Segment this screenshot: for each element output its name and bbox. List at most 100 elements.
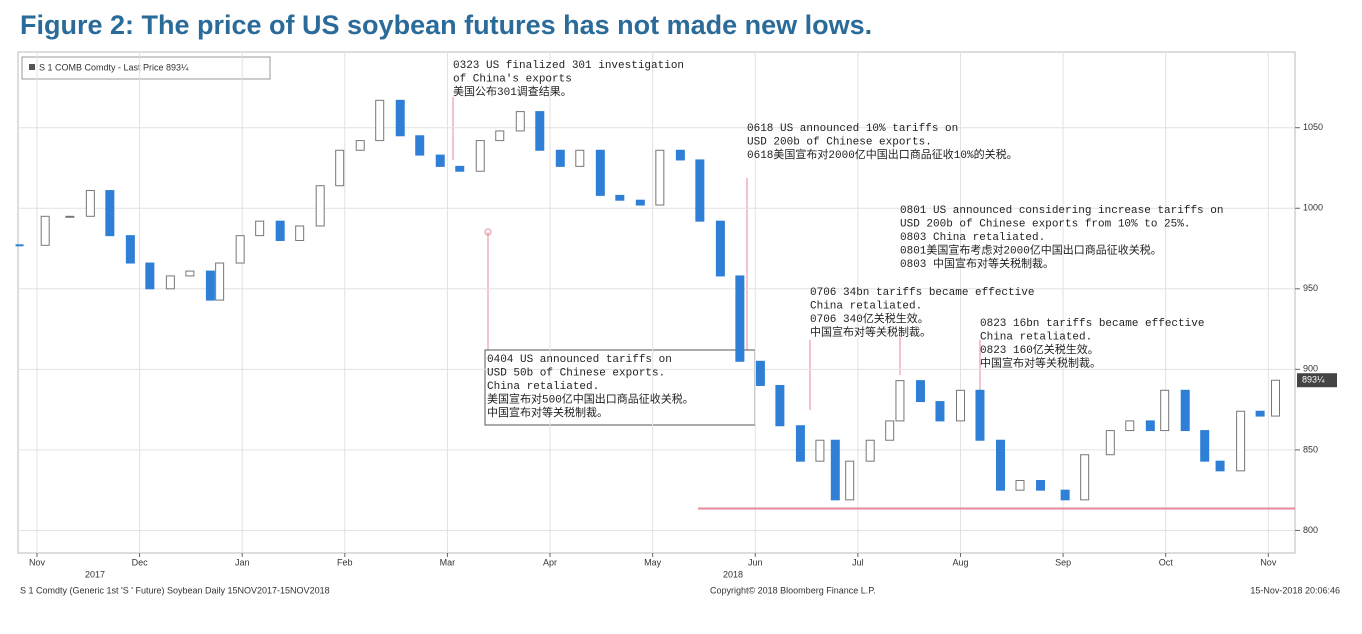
candle	[455, 165, 465, 172]
candle	[165, 275, 175, 290]
x-tick-label: Jan	[235, 557, 250, 567]
candle	[575, 149, 585, 167]
candle	[275, 220, 285, 241]
candle	[935, 401, 945, 422]
candle	[830, 439, 840, 501]
candle	[215, 262, 225, 301]
candle	[695, 159, 705, 222]
x-tick-label: May	[644, 557, 662, 567]
candle	[915, 380, 925, 403]
candle	[515, 111, 525, 132]
x-tick-label: Dec	[132, 557, 149, 567]
x-tick-label: Oct	[1159, 557, 1174, 567]
candle	[735, 275, 745, 362]
annotation: 美国宣布对500亿中国出口商品征收关税。	[487, 391, 694, 406]
legend-swatch	[29, 64, 35, 70]
annotation: 0706 34bn tariffs became effective	[810, 287, 1034, 299]
footer-center: Copyright© 2018 Bloomberg Finance L.P.	[710, 585, 876, 595]
candle	[40, 215, 50, 246]
candle	[205, 270, 215, 301]
annotation: USD 200b of Chinese exports from 10% to …	[900, 218, 1190, 230]
candle	[1125, 420, 1135, 432]
last-price-label: 893¼	[1302, 375, 1325, 385]
candle	[885, 420, 895, 441]
candle	[955, 389, 965, 422]
x-tick-label: Feb	[337, 557, 353, 567]
candle	[755, 360, 765, 386]
annotation: 中国宣布对等关税制裁。	[810, 324, 931, 339]
annotation: 0618美国宣布对2000亿中国出口商品征收10%的关税。	[747, 147, 1018, 162]
annotation: 中国宣布对等关税制裁。	[487, 405, 608, 420]
candle	[105, 190, 115, 237]
candle	[495, 130, 505, 142]
y-tick-label: 950	[1303, 283, 1318, 293]
annotation: 0801 US announced considering increase t…	[900, 205, 1223, 217]
candle	[415, 135, 425, 156]
chart-title: Figure 2: The price of US soybean future…	[20, 10, 872, 40]
candle	[975, 389, 985, 441]
candle	[295, 225, 305, 241]
candle	[435, 154, 445, 167]
candle	[1160, 389, 1170, 432]
candle	[1200, 430, 1210, 462]
candle	[555, 149, 565, 167]
candle	[635, 199, 645, 206]
candle	[1060, 489, 1070, 501]
y-tick-label: 1050	[1303, 122, 1323, 132]
annotation: 0404 US announced tariffs on	[487, 354, 672, 366]
candle	[355, 140, 365, 151]
annotation: 0803 China retaliated.	[900, 232, 1045, 244]
candle	[395, 99, 405, 137]
x-tick-label: Apr	[543, 557, 557, 567]
annotation: 美国公布301调查结果。	[453, 84, 572, 99]
candle	[655, 149, 665, 206]
candle	[315, 185, 325, 227]
candle	[865, 439, 875, 462]
candle	[996, 439, 1006, 491]
candle	[255, 220, 265, 237]
candle	[1180, 389, 1190, 432]
candle	[675, 149, 685, 161]
candle	[145, 262, 155, 290]
annotation: 中国宣布对等关税制裁。	[980, 355, 1101, 370]
plot-area	[17, 51, 1296, 554]
footer-right: 15-Nov-2018 20:06:46	[1250, 585, 1340, 595]
last-price-tag	[1297, 373, 1337, 388]
candle	[895, 380, 905, 422]
annotation: China retaliated.	[980, 331, 1092, 343]
candle	[335, 149, 345, 187]
year-label: 2018	[723, 569, 743, 579]
candle	[475, 140, 485, 172]
annotation: 0801美国宣布考虑对2000亿中国出口商品征收关税。	[900, 242, 1162, 257]
annotation: China retaliated.	[487, 381, 599, 393]
candle	[795, 425, 805, 462]
candle	[1145, 420, 1155, 432]
candle	[845, 460, 855, 501]
candle	[1105, 430, 1115, 456]
y-tick-label: 850	[1303, 444, 1318, 454]
legend-box	[21, 56, 271, 80]
candle	[615, 194, 625, 201]
x-tick-label: Jul	[852, 557, 864, 567]
candle	[1015, 480, 1025, 491]
annotation: China retaliated.	[810, 300, 922, 312]
annotation: 0618 US announced 10% tariffs on	[747, 123, 958, 135]
candle	[235, 235, 245, 264]
x-tick-label: Nov	[1260, 557, 1277, 567]
candle	[185, 270, 195, 277]
annotation: USD 50b of Chinese exports.	[487, 367, 665, 379]
candle	[535, 111, 545, 151]
candle	[715, 220, 725, 277]
candle	[1036, 480, 1046, 491]
year-label: 2017	[85, 569, 105, 579]
candle	[1236, 410, 1246, 472]
annotation: 0803 中国宣布对等关税制裁。	[900, 256, 1054, 271]
y-tick-label: 1000	[1303, 203, 1323, 213]
x-tick-label: Nov	[29, 557, 46, 567]
candle	[1271, 379, 1281, 417]
footer-left: S 1 Comdty (Generic 1st 'S ' Future) Soy…	[20, 585, 330, 595]
x-tick-label: Jun	[748, 557, 763, 567]
candle	[815, 439, 825, 462]
annotation: 0823 16bn tariffs became effective	[980, 318, 1204, 330]
